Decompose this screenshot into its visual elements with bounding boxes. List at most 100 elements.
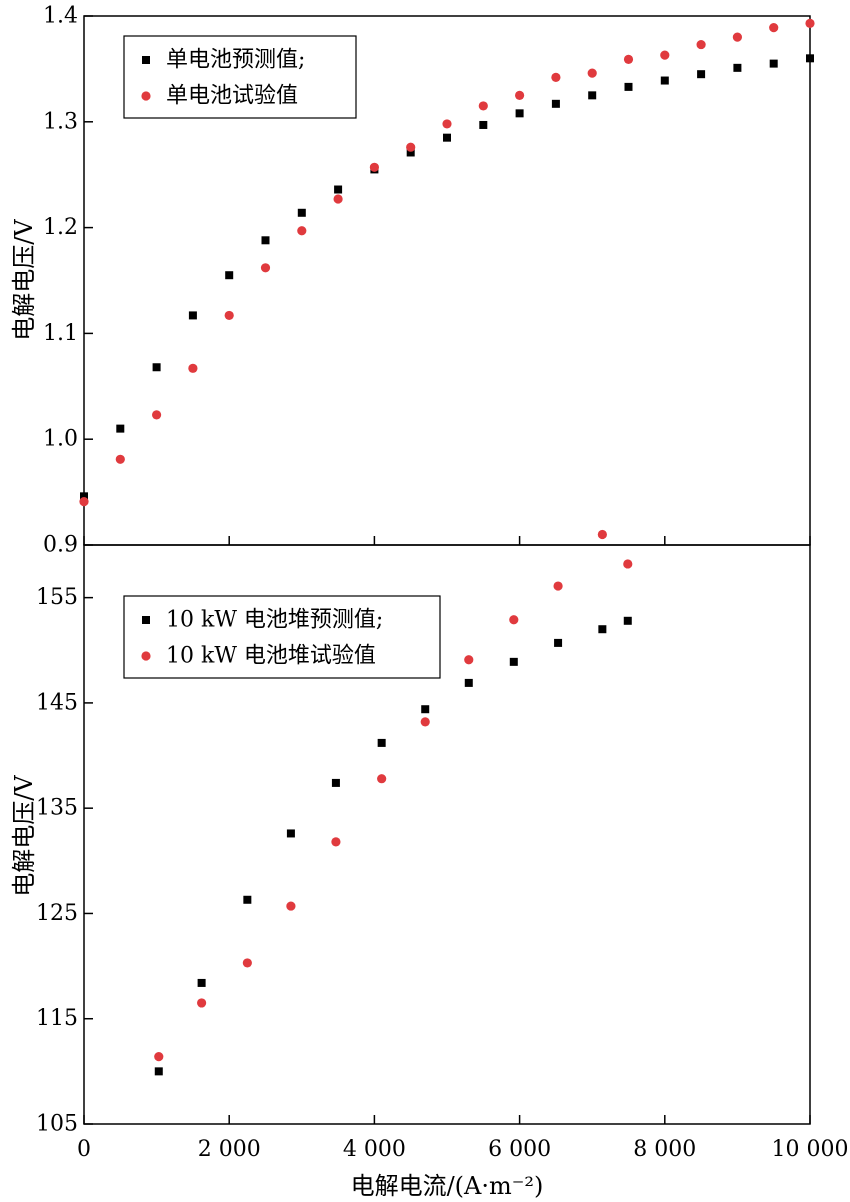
legend-label: 10 kW 电池堆试验值 (166, 644, 376, 669)
y-tick-label: 1.4 (43, 4, 78, 29)
y-tick-label: 0.9 (43, 533, 78, 558)
data-point-square (623, 616, 632, 625)
y-tick-label: 1.3 (43, 109, 78, 134)
data-point-square (152, 363, 161, 372)
data-point-square (588, 91, 597, 100)
top-panel: 0.9 1.0 1.1 1.2 1.3 1.4 电解电压/V 单电池预测值; 单电池试验值 (10, 4, 815, 558)
data-point-square (406, 148, 415, 157)
x-tick-label: 10 000 (772, 1137, 849, 1162)
data-point-square (421, 705, 430, 714)
data-point-square (188, 311, 197, 320)
data-point-square (261, 236, 270, 245)
data-point-square (769, 59, 778, 68)
x-tick-label: 8 000 (633, 1137, 696, 1162)
data-point-square (443, 133, 451, 142)
data-point-circle (478, 101, 488, 111)
y-tick-label: 105 (36, 1112, 78, 1137)
legend-marker-circle (141, 91, 151, 101)
data-point-circle (369, 162, 379, 172)
data-point-square (331, 778, 340, 787)
legend-box (123, 35, 357, 119)
data-point-square (297, 208, 306, 217)
x-tick-label: 0 (77, 1137, 91, 1162)
data-point-square (733, 63, 742, 72)
data-point-circle (377, 774, 387, 784)
x-axis-label: 电解电流/(A·m⁻²) (351, 1172, 544, 1200)
data-point-circle (660, 50, 670, 60)
data-point-square (479, 120, 488, 129)
data-point-square (806, 54, 814, 63)
data-point-square (509, 657, 518, 666)
data-point-square (660, 76, 669, 85)
data-point-circle (260, 263, 271, 273)
data-point-circle (242, 958, 252, 968)
data-point-circle (587, 68, 597, 78)
plot-frame (83, 544, 811, 1125)
data-point-circle (79, 497, 89, 507)
data-point-circle (464, 655, 474, 665)
x-tick-label: 6 000 (488, 1137, 551, 1162)
data-point-square (286, 829, 295, 838)
data-point-circle (769, 23, 779, 33)
legend-box (123, 595, 441, 679)
data-point-square (624, 82, 633, 91)
series-1 (79, 18, 815, 507)
data-point-square (80, 492, 88, 501)
y-tick-label: 115 (36, 1006, 78, 1031)
data-point-circle (333, 194, 343, 204)
data-point-square (598, 625, 607, 634)
y-axis-label: 电解电压/V (10, 775, 38, 897)
data-point-square (197, 978, 206, 987)
legend-marker-square (142, 616, 150, 624)
data-point-circle (805, 18, 815, 29)
y-tick-label: 1.2 (43, 215, 78, 240)
y-tick-label: 155 (36, 585, 78, 610)
data-point-circle (197, 998, 207, 1008)
series-1 (154, 529, 633, 1062)
data-point-circle (224, 310, 234, 321)
x-tick-label: 2 000 (198, 1137, 261, 1162)
legend-marker-circle (141, 651, 151, 661)
data-point-circle (732, 32, 743, 42)
legend-label: 10 kW 电池堆预测值; (166, 608, 383, 633)
legend: 10 kW 电池堆预测值; 10 kW 电池堆试验值 (123, 595, 441, 679)
data-point-square (243, 895, 252, 904)
y-tick-label: 125 (36, 901, 78, 926)
data-point-square (554, 638, 563, 647)
y-tick-label: 1.1 (43, 321, 78, 346)
data-point-circle (442, 119, 452, 129)
data-point-square (697, 70, 706, 79)
data-point-circle (509, 615, 519, 625)
series-0 (154, 616, 632, 1076)
data-point-circle (623, 559, 633, 569)
legend: 单电池预测值; 单电池试验值 (123, 35, 357, 119)
legend-label: 单电池试验值 (166, 84, 298, 109)
data-point-circle (152, 410, 162, 420)
y-tick-label: 135 (36, 796, 78, 821)
data-point-circle (553, 581, 563, 591)
data-point-circle (696, 39, 706, 50)
data-point-circle (154, 1052, 164, 1062)
bottom-panel: 105 115 125 135 145 155 0 2 000 4 000 6 000 8 000 1… (10, 529, 849, 1200)
data-point-square (334, 185, 343, 194)
y-axis-label: 电解电压/V (10, 219, 38, 341)
x-tick-label: 4 000 (343, 1137, 406, 1162)
data-point-square (464, 678, 473, 687)
data-point-circle (331, 837, 341, 847)
data-point-square (225, 271, 234, 280)
y-tick-label: 145 (36, 690, 78, 715)
data-point-square (116, 424, 125, 433)
data-point-circle (515, 90, 525, 100)
data-point-circle (297, 226, 307, 236)
data-point-circle (115, 454, 125, 464)
data-point-square (515, 109, 524, 118)
data-point-square (551, 99, 560, 108)
data-point-square (377, 738, 386, 747)
y-tick-label: 1.0 (43, 427, 78, 452)
data-point-circle (420, 717, 430, 727)
data-point-circle (623, 54, 634, 64)
data-point-circle (286, 901, 296, 911)
data-point-square (154, 1067, 163, 1076)
data-point-circle (597, 529, 607, 540)
